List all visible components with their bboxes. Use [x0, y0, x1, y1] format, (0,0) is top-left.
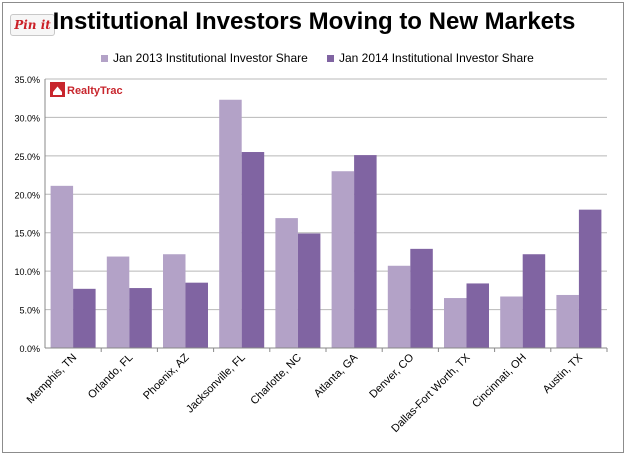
- bar-2014: [522, 254, 546, 348]
- bar-2013: [275, 218, 298, 348]
- bar-2013: [106, 256, 130, 348]
- x-axis: Memphis, TN Orlando, FL Phoenix, AZJackson…: [25, 347, 608, 435]
- bar-2014: [578, 209, 602, 348]
- y-tick-label: 5.0%: [19, 306, 40, 316]
- bar-2013: [500, 296, 523, 348]
- logo-house-shape: [53, 86, 62, 95]
- x-tick-label: Orlando, FL: [86, 352, 136, 402]
- x-tick-label: Atlanta, GA: [312, 351, 361, 400]
- bar-2013: [387, 265, 411, 348]
- legend-label-2013: Jan 2013 Institutional Investor Share: [113, 51, 308, 65]
- pin-it-label: Pin it: [14, 18, 51, 32]
- y-tick-label: 35.0%: [14, 75, 40, 85]
- y-tick-label: 10.0%: [14, 267, 40, 277]
- bar-2013: [219, 99, 242, 348]
- legend-label-2014: Jan 2014 Institutional Investor Share: [339, 51, 534, 65]
- legend-swatch-2014: [327, 55, 334, 62]
- x-tick-label: Austin, TX: [541, 351, 586, 396]
- bar-2014: [410, 248, 433, 348]
- x-tick-label: Cincinnati, OH: [470, 352, 529, 411]
- bars: [50, 99, 602, 348]
- bar-2013: [556, 294, 579, 348]
- y-axis: 0.0% 5.0% 10.0% 15.0% 20.0% 25.0% 30.0% 35.0%: [14, 75, 46, 354]
- y-tick-label: 15.0%: [14, 229, 40, 239]
- bar-2014: [185, 282, 208, 348]
- chart-title: Institutional Investors Moving to New Ma…: [52, 8, 576, 35]
- realtytrac-logo: RealtyTrac: [50, 82, 123, 97]
- bar-2014: [354, 155, 377, 348]
- logo-text: RealtyTrac: [67, 85, 123, 97]
- bar-2014: [241, 152, 265, 348]
- pin-it-button[interactable]: Pin it: [10, 14, 55, 36]
- bar-2014: [129, 288, 152, 348]
- y-tick-label: 20.0%: [14, 190, 40, 200]
- bar-2014: [73, 288, 96, 348]
- bar-2013: [331, 171, 355, 348]
- legend-swatch-2013: [101, 55, 108, 62]
- bar-2013: [444, 298, 467, 348]
- y-tick-label: 25.0%: [14, 152, 40, 162]
- x-tick-label: Denver, CO: [367, 351, 416, 400]
- chart-frame: [2, 2, 624, 453]
- y-tick-label: 0.0%: [19, 344, 40, 354]
- bar-2013: [50, 185, 74, 348]
- legend: Jan 2013 Institutional Investor Share Ja…: [101, 51, 534, 65]
- bar-2014: [297, 233, 321, 348]
- x-tick-label: Charlotte, NC: [248, 352, 304, 408]
- x-tick-label: Memphis, TN: [25, 352, 80, 407]
- x-tick-label: Phoenix, AZ: [141, 351, 192, 402]
- x-tick-label: Jacksonville, FL: [184, 352, 248, 416]
- bar-2014: [466, 283, 489, 348]
- y-tick-label: 30.0%: [14, 113, 40, 123]
- bar-2013: [163, 254, 186, 348]
